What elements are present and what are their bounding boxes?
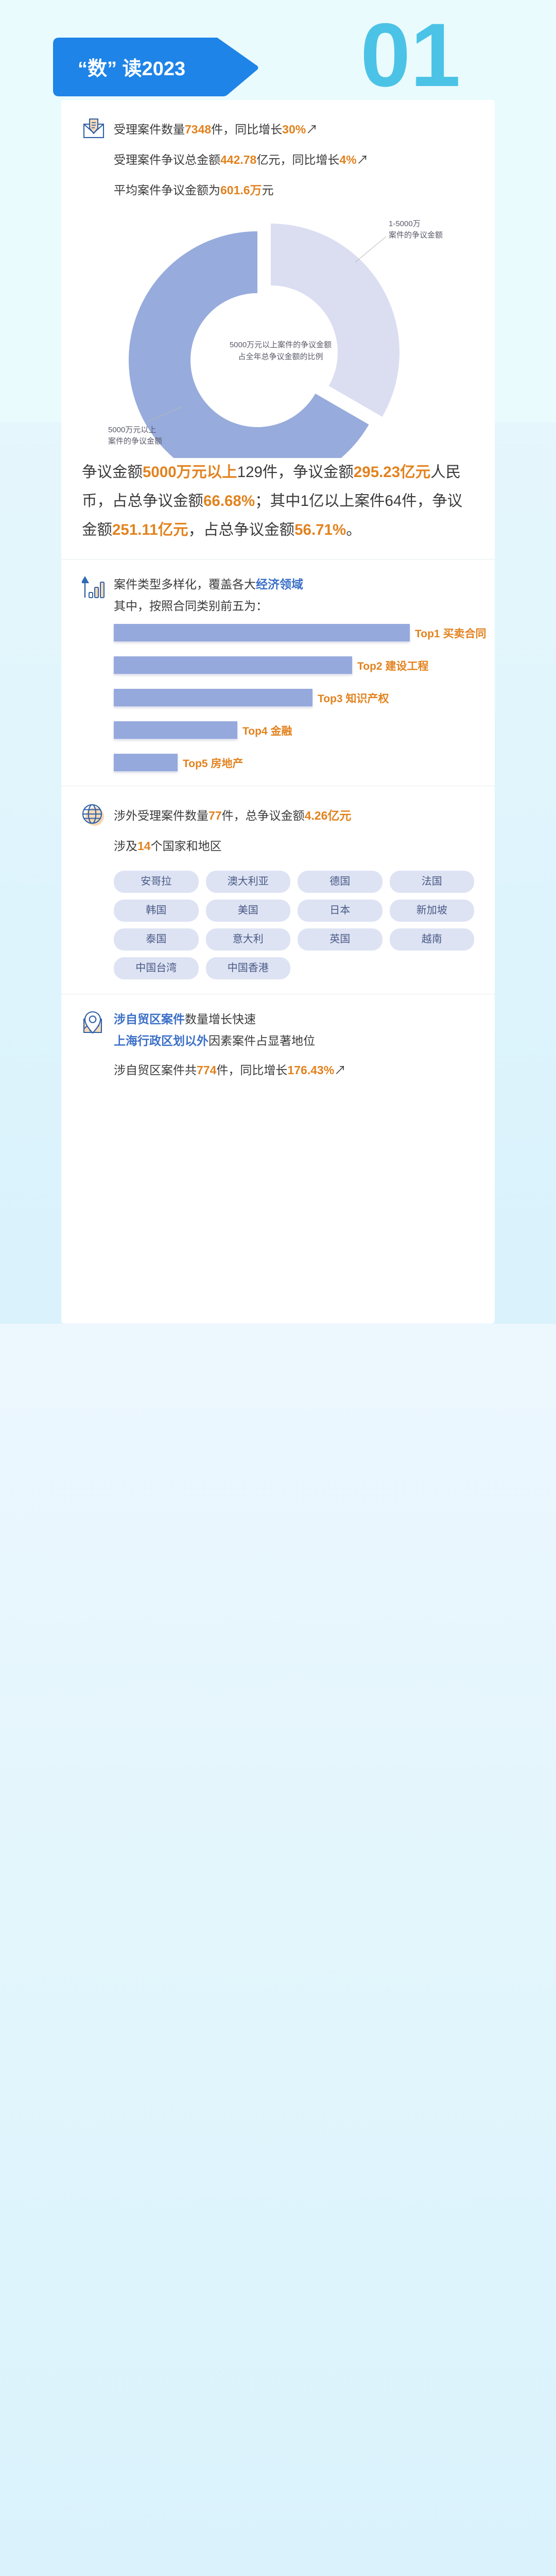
svg-text:5000万元以上: 5000万元以上 [108,426,156,434]
svg-text:5000万元以上案件的争议金额: 5000万元以上案件的争议金额 [230,340,332,349]
svg-text:案件的争议金额: 案件的争议金额 [389,230,443,240]
svg-text:“数” 读2023: “数” 读2023 [78,58,185,80]
svg-text:占全年总争议金额的比例: 占全年总争议金额的比例 [238,352,323,361]
svg-text:1-5000万: 1-5000万 [389,219,421,228]
svg-text:案件的争议金额: 案件的争议金额 [108,436,162,446]
